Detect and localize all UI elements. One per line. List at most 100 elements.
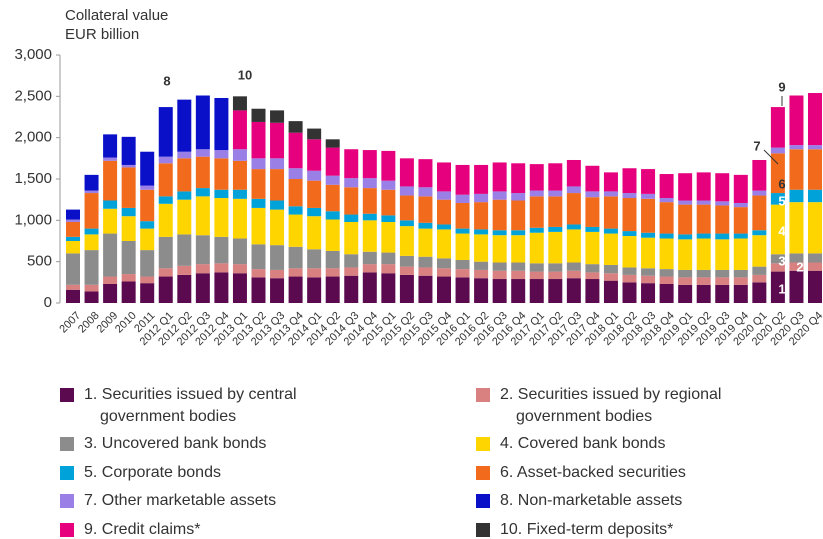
bar-segment bbox=[492, 191, 507, 200]
bar-segment bbox=[659, 269, 674, 277]
chart: Collateral value EUR billion 0 500 1,000 1,… bbox=[14, 7, 823, 348]
bar-segment bbox=[641, 169, 656, 194]
bar-segment bbox=[270, 278, 285, 303]
bar-segment bbox=[548, 279, 563, 303]
bar-segment bbox=[418, 256, 433, 268]
bar-segment bbox=[381, 150, 396, 181]
bar-segment bbox=[177, 199, 192, 235]
bar-segment bbox=[696, 200, 711, 205]
y-tick-label: 2,500 bbox=[14, 87, 52, 104]
bar-segment bbox=[177, 151, 192, 159]
bar-segment bbox=[641, 237, 656, 269]
bar-segment bbox=[622, 282, 637, 303]
annotation: 1 bbox=[778, 281, 785, 296]
bar-segment bbox=[529, 227, 544, 233]
bar-segment bbox=[307, 268, 322, 278]
bar-segment bbox=[418, 222, 433, 229]
y-tick-label: 0 bbox=[44, 294, 52, 311]
bar-segment bbox=[678, 173, 693, 201]
bar-segment bbox=[307, 180, 322, 208]
bar-segment bbox=[474, 269, 489, 279]
bar-segment bbox=[529, 190, 544, 197]
bar-segment bbox=[140, 228, 155, 251]
bar-segment bbox=[140, 151, 155, 186]
legend-label: 8. Non-marketable assets bbox=[500, 492, 683, 509]
bar-segment bbox=[770, 147, 785, 154]
bar-segment bbox=[789, 270, 804, 303]
pointer-line bbox=[763, 149, 779, 165]
bar-segment bbox=[418, 267, 433, 276]
bar-segment bbox=[585, 264, 600, 273]
bar-segment bbox=[307, 249, 322, 269]
legend-swatch bbox=[476, 522, 490, 537]
bar-segment bbox=[715, 233, 730, 240]
legend-swatch bbox=[476, 437, 490, 451]
bar-segment bbox=[548, 231, 563, 264]
bar-segment bbox=[622, 193, 637, 199]
bar-segment bbox=[344, 267, 359, 276]
bar-segment bbox=[399, 274, 414, 303]
bar-segment bbox=[511, 200, 526, 231]
bar-segment bbox=[288, 276, 303, 303]
bar-segment bbox=[437, 268, 451, 277]
bar-segment bbox=[641, 198, 656, 233]
bar-segment bbox=[177, 99, 192, 152]
bar-segment bbox=[140, 250, 155, 277]
bar-segment bbox=[84, 193, 99, 229]
legend-swatch bbox=[476, 465, 490, 480]
annotation: 7 bbox=[753, 138, 760, 153]
bar-segment bbox=[195, 264, 210, 274]
bar-segment bbox=[307, 207, 322, 217]
bar-segment bbox=[474, 193, 489, 203]
bar-segment bbox=[715, 205, 730, 234]
bar-segment bbox=[232, 198, 247, 239]
bar-segment bbox=[659, 238, 674, 270]
bar-segment bbox=[232, 189, 247, 199]
bar-segment bbox=[752, 282, 767, 303]
bar-segment bbox=[437, 191, 451, 200]
bar-segment bbox=[232, 110, 247, 150]
bar-segment bbox=[641, 283, 656, 303]
bar-segment bbox=[492, 230, 507, 236]
bar-segment bbox=[529, 164, 544, 191]
bar-segment bbox=[808, 270, 822, 303]
bar-segment bbox=[696, 204, 711, 234]
bar-segment bbox=[140, 283, 155, 303]
bar-segment bbox=[158, 268, 173, 277]
bar-segment bbox=[325, 211, 340, 220]
legend-swatch bbox=[60, 465, 74, 480]
bar-segment bbox=[752, 190, 767, 196]
bar-segment bbox=[195, 235, 210, 265]
bar-segment bbox=[214, 189, 229, 199]
bar-segment bbox=[399, 255, 414, 267]
bar-segment bbox=[66, 253, 80, 285]
bar-segment bbox=[325, 184, 340, 212]
y-tick-label: 500 bbox=[27, 253, 52, 270]
bar-segment bbox=[529, 279, 544, 303]
annotation: 2 bbox=[796, 259, 803, 274]
bar-segment bbox=[325, 175, 340, 185]
bar-segment bbox=[66, 219, 80, 222]
bar-segment bbox=[474, 234, 489, 262]
bar-segment bbox=[84, 190, 99, 194]
bar-segment bbox=[770, 193, 785, 205]
bar-segment bbox=[678, 269, 693, 278]
bar-segment bbox=[418, 196, 433, 223]
bar-segment bbox=[715, 201, 730, 206]
bar-segment bbox=[399, 186, 414, 196]
bar-segment bbox=[399, 226, 414, 256]
bar-segment bbox=[251, 121, 266, 159]
bar-segment bbox=[789, 95, 804, 146]
bar-segment bbox=[270, 269, 285, 279]
bar-segment bbox=[529, 232, 544, 264]
bar-segment bbox=[418, 159, 433, 188]
bar-segment bbox=[808, 253, 822, 263]
bar-segment bbox=[585, 165, 600, 192]
bar-segment bbox=[158, 236, 173, 269]
bar-segment bbox=[770, 204, 785, 255]
bar-segment bbox=[251, 277, 266, 303]
y-tick-label: 1,000 bbox=[14, 211, 52, 228]
bar-segment bbox=[474, 229, 489, 235]
bar-segment bbox=[566, 270, 581, 279]
